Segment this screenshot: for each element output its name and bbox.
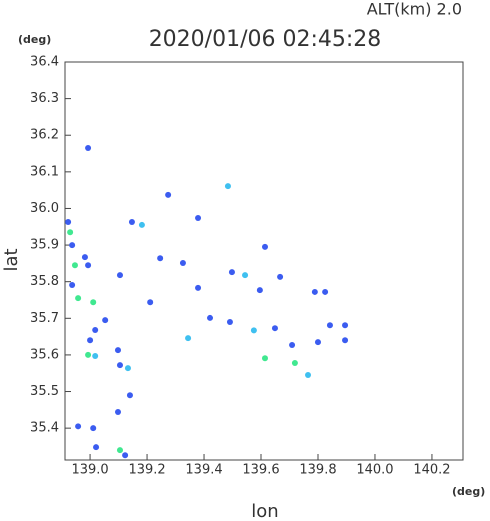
echo-point [342,337,349,344]
echo-point [85,145,92,152]
echo-point [85,351,92,358]
x-axis-label: lon [251,501,278,521]
echo-point [226,318,233,325]
echo-point [242,272,249,279]
echo-point [92,353,99,360]
x-tick-label: 139.2 [128,463,165,478]
echo-point [90,299,97,306]
echo-point [102,317,109,324]
plot-frame [64,61,464,461]
echo-point [256,287,263,294]
echo-point [326,322,333,329]
echo-point [291,359,298,366]
echo-point [81,254,88,261]
x-tick-label: 139.4 [185,463,222,478]
echo-point [75,295,82,302]
echo-point [128,219,135,226]
chart-title: 2020/01/06 02:45:28 [149,27,382,52]
echo-point [116,362,123,369]
y-tick-label: 35.5 [30,384,59,399]
echo-point [65,219,72,226]
x-tick-label: 140.0 [356,463,393,478]
y-tick-label: 35.8 [30,274,59,289]
x-tick-label: 140.2 [413,463,450,478]
echo-point [305,372,312,379]
y-tick-label: 35.7 [30,311,59,326]
y-tick-label: 35.6 [30,347,59,362]
y-tick-label: 36.2 [30,128,59,143]
echo-point [138,221,145,228]
echo-point [126,392,133,399]
y-tick-label: 35.4 [30,421,59,436]
y-tick-label: 36.0 [30,201,59,216]
echo-point [228,269,235,276]
altitude: ALT(km) 2.0 [367,0,462,19]
echo-point [147,299,154,306]
echo-point [85,262,92,269]
echo-point [342,322,349,329]
echo-point [314,339,321,346]
x-unit: (deg) [452,485,485,498]
x-tick-label: 139.8 [299,463,336,478]
echo-point [261,243,268,250]
echo-point [179,260,186,267]
echo-point [165,191,172,198]
echo-point [224,183,231,190]
echo-point [250,327,257,334]
echo-point [69,281,76,288]
echo-point [90,425,97,432]
y-tick-label: 35.9 [30,238,59,253]
echo-point [87,337,94,344]
echo-point [92,327,99,334]
y-unit: (deg) [18,33,51,46]
echo-point [157,255,164,262]
echo-point [116,447,123,454]
x-tick-label: 139.0 [71,463,108,478]
echo-point [311,288,318,295]
echo-point [289,342,296,349]
y-tick-label: 36.1 [30,164,59,179]
y-axis-label: lat [1,248,22,271]
echo-point [114,347,121,354]
echo-point [185,335,192,342]
echo-point [207,314,214,321]
echo-point [271,325,278,332]
echo-point [69,242,76,249]
echo-point [277,273,284,280]
echo-point [93,444,100,451]
echo-point [322,288,329,295]
x-tick-label: 139.6 [242,463,279,478]
echo-point [67,229,74,236]
echo-point [195,284,202,291]
echo-point [124,365,131,372]
y-tick-label: 36.3 [30,91,59,106]
echo-point [122,452,129,459]
echo-point [116,272,123,279]
echo-point [75,423,82,430]
echo-point [261,355,268,362]
echo-point [195,214,202,221]
echo-point [71,262,78,269]
echo-point [114,409,121,416]
y-tick-label: 36.4 [30,55,59,70]
